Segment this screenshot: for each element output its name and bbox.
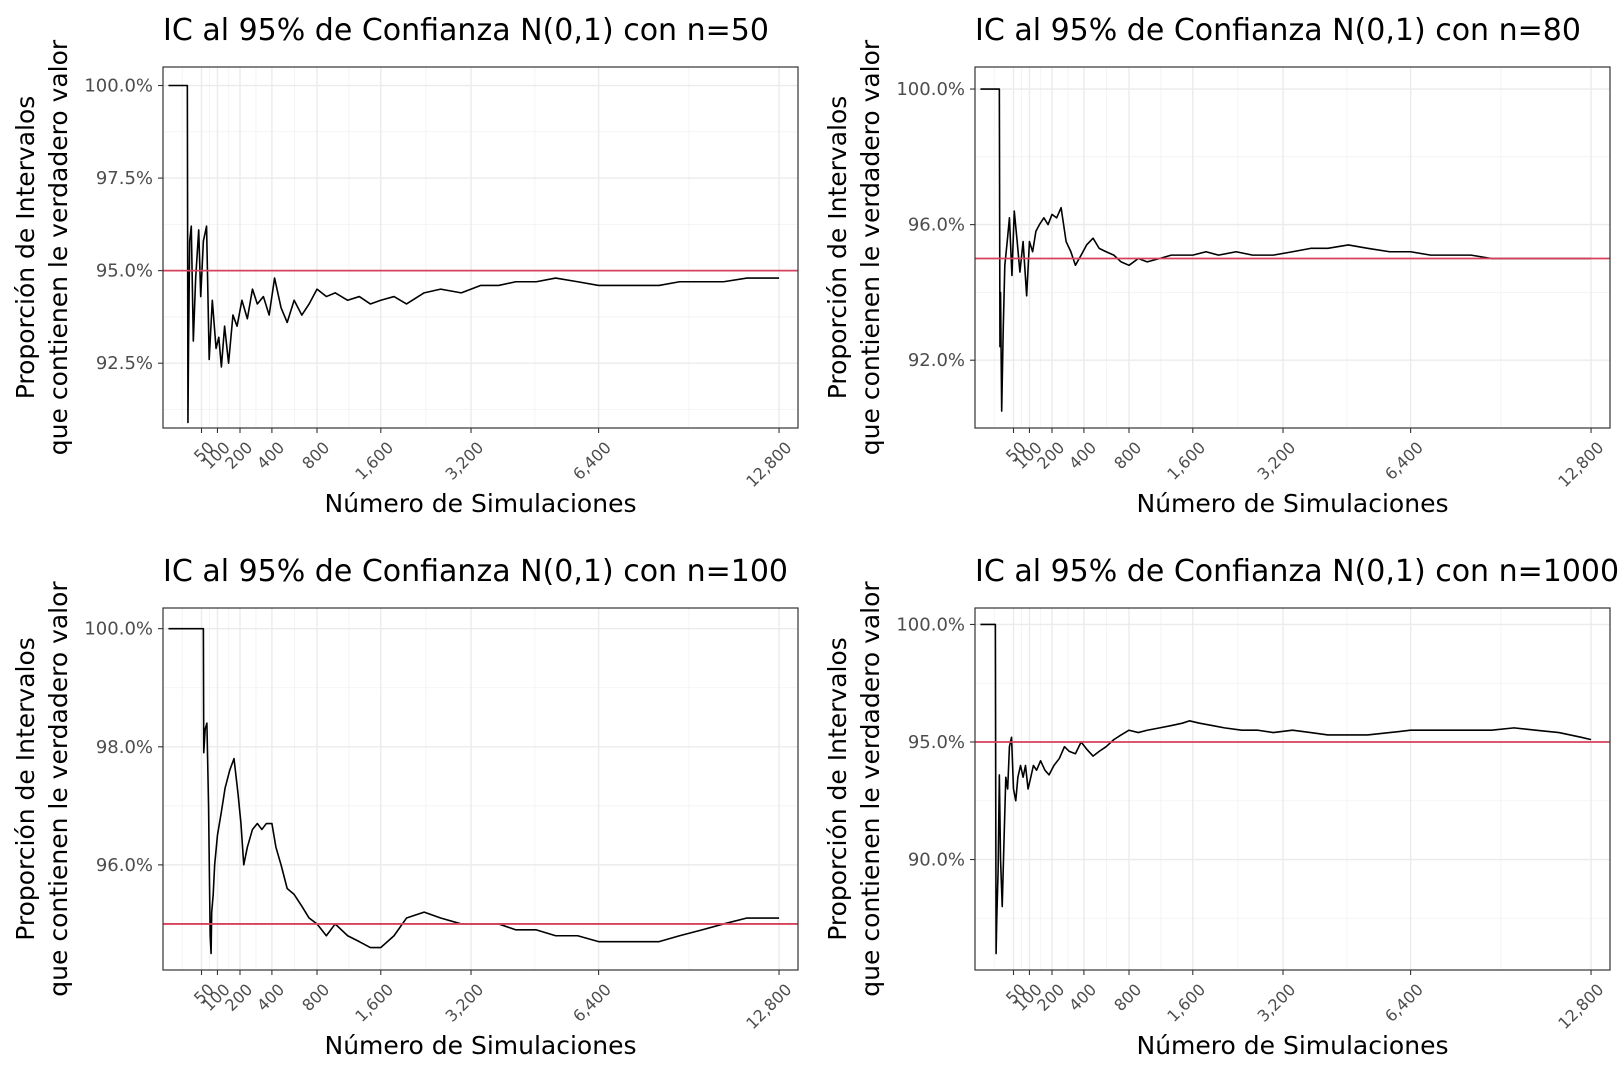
x-tick-label: 12,800	[742, 438, 795, 491]
panel-border	[162, 607, 799, 971]
x-axis-title: Número de Simulaciones	[1137, 1031, 1449, 1060]
x-tick-label: 3,200	[442, 980, 488, 1026]
y-tick-label: 95.0%	[908, 732, 965, 753]
panel-border	[162, 66, 799, 429]
x-axis-title: Número de Simulaciones	[1137, 489, 1449, 518]
x-tick-label: 6,400	[1381, 980, 1427, 1026]
x-tick-label: 400	[1065, 980, 1100, 1015]
chart-title: IC al 95% de Confianza N(0,1) con n=100	[163, 554, 788, 589]
chart-title: IC al 95% de Confianza N(0,1) con n=50	[163, 13, 769, 48]
x-axis-title: Número de Simulaciones	[325, 1031, 637, 1060]
x-axis-title: Número de Simulaciones	[325, 489, 637, 518]
y-tick-label: 90.0%	[908, 850, 965, 871]
x-tick-label: 3,200	[1254, 438, 1300, 484]
x-tick-label: 800	[1110, 438, 1145, 473]
y-axis-title-line-1: Proporción de Intervalos	[823, 637, 852, 941]
x-tick-label: 800	[298, 980, 333, 1015]
x-tick-label: 1,600	[1163, 438, 1209, 484]
y-axis-title-line-2: que contienen le verdadero valor	[44, 39, 73, 455]
y-axis-title-line-2: que contienen le verdadero valor	[44, 581, 73, 997]
x-tick-label: 12,800	[742, 980, 795, 1033]
coverage-proportion-line	[980, 88, 1592, 412]
y-tick-label: 96.0%	[96, 855, 153, 876]
x-tick-label: 200	[221, 438, 256, 473]
x-tick-label: 800	[1110, 980, 1145, 1015]
y-tick-label: 98.0%	[96, 737, 153, 758]
x-tick-label: 6,400	[569, 980, 615, 1026]
coverage-proportion-line	[168, 84, 780, 424]
y-tick-label: 92.5%	[96, 353, 153, 374]
y-tick-label: 97.5%	[96, 168, 153, 189]
x-tick-label: 12,800	[1554, 438, 1607, 491]
x-tick-label: 200	[1033, 438, 1068, 473]
x-tick-label: 12,800	[1554, 980, 1607, 1033]
panel-border	[974, 66, 1611, 429]
x-tick-label: 1,600	[1163, 980, 1209, 1026]
y-tick-label: 96.0%	[908, 215, 965, 236]
chart-title: IC al 95% de Confianza N(0,1) con n=1000	[975, 554, 1619, 589]
y-axis-title-line-1: Proporción de Intervalos	[11, 96, 40, 400]
chart-title: IC al 95% de Confianza N(0,1) con n=80	[975, 13, 1581, 48]
y-tick-label: 92.0%	[908, 350, 965, 371]
x-tick-label: 800	[298, 438, 333, 473]
y-axis-title-line-2: que contienen le verdadero valor	[856, 39, 885, 455]
x-tick-label: 200	[221, 980, 256, 1015]
x-tick-label: 200	[1033, 980, 1068, 1015]
y-axis-title-line-1: Proporción de Intervalos	[823, 96, 852, 400]
y-tick-label: 100.0%	[84, 619, 153, 640]
x-tick-label: 3,200	[1254, 980, 1300, 1026]
coverage-proportion-line	[168, 627, 780, 955]
y-tick-label: 100.0%	[896, 79, 965, 100]
x-tick-label: 1,600	[351, 980, 397, 1026]
x-tick-label: 3,200	[442, 438, 488, 484]
y-tick-label: 100.0%	[896, 614, 965, 635]
y-tick-label: 95.0%	[96, 261, 153, 282]
x-tick-label: 400	[253, 980, 288, 1015]
x-tick-label: 6,400	[569, 438, 615, 484]
x-tick-label: 400	[253, 438, 288, 473]
y-axis-title-line-2: que contienen le verdadero valor	[856, 581, 885, 997]
x-tick-label: 1,600	[351, 438, 397, 484]
x-tick-label: 6,400	[1381, 438, 1427, 484]
x-tick-label: 400	[1065, 438, 1100, 473]
panel-border	[974, 607, 1611, 971]
coverage-proportion-line	[980, 623, 1592, 955]
y-tick-label: 100.0%	[84, 76, 153, 97]
y-axis-title-line-1: Proporción de Intervalos	[11, 637, 40, 941]
